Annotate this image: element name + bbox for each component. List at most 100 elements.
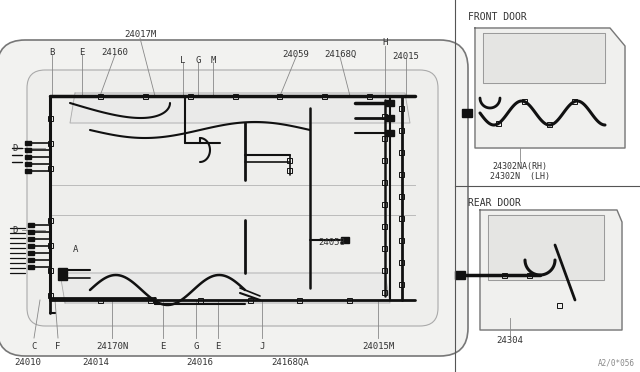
- Bar: [188, 93, 193, 99]
- FancyBboxPatch shape: [27, 70, 438, 326]
- Text: 24304: 24304: [497, 336, 524, 345]
- Bar: [47, 218, 52, 222]
- Bar: [383, 180, 387, 185]
- Bar: [399, 128, 404, 132]
- Bar: [557, 302, 563, 308]
- Bar: [399, 237, 404, 243]
- Bar: [383, 267, 387, 273]
- Bar: [547, 122, 552, 128]
- Bar: [386, 115, 394, 121]
- Polygon shape: [488, 215, 604, 280]
- Text: 24160: 24160: [102, 48, 129, 57]
- Bar: [399, 282, 404, 286]
- Bar: [147, 298, 152, 302]
- Bar: [572, 99, 577, 104]
- Bar: [383, 289, 387, 295]
- Bar: [399, 260, 404, 264]
- Text: 24010: 24010: [15, 358, 42, 367]
- Bar: [47, 115, 52, 121]
- Text: FRONT DOOR: FRONT DOOR: [468, 12, 527, 22]
- Text: B: B: [49, 48, 54, 57]
- Bar: [47, 292, 52, 298]
- Text: E: E: [215, 342, 221, 351]
- Bar: [455, 271, 465, 279]
- Text: 24017M: 24017M: [124, 30, 156, 39]
- Bar: [25, 141, 31, 145]
- Bar: [399, 106, 404, 110]
- Bar: [287, 167, 292, 173]
- Polygon shape: [475, 28, 625, 148]
- Text: 24016: 24016: [187, 358, 213, 367]
- Bar: [348, 298, 353, 302]
- Text: G: G: [193, 342, 198, 351]
- Bar: [28, 237, 34, 241]
- Text: 24059: 24059: [283, 50, 309, 59]
- Text: H: H: [382, 38, 388, 47]
- Text: 24058: 24058: [319, 238, 346, 247]
- Bar: [47, 243, 52, 247]
- Polygon shape: [70, 93, 410, 123]
- Polygon shape: [483, 33, 605, 83]
- Bar: [198, 298, 202, 302]
- Bar: [248, 298, 253, 302]
- Text: 24168Q: 24168Q: [324, 50, 356, 59]
- Bar: [383, 135, 387, 141]
- Bar: [399, 171, 404, 176]
- Text: L: L: [180, 56, 186, 65]
- Bar: [143, 93, 147, 99]
- Bar: [25, 148, 31, 152]
- Text: 24015M: 24015M: [362, 342, 394, 351]
- Bar: [383, 157, 387, 163]
- Text: A: A: [74, 245, 79, 254]
- Bar: [47, 141, 52, 145]
- Text: E: E: [160, 342, 166, 351]
- Bar: [383, 202, 387, 206]
- Bar: [28, 230, 34, 234]
- Bar: [386, 100, 394, 106]
- Polygon shape: [60, 273, 390, 303]
- Text: 24302NA(RH)
24302N  (LH): 24302NA(RH) 24302N (LH): [490, 162, 550, 182]
- Bar: [232, 93, 237, 99]
- Text: J: J: [259, 342, 265, 351]
- Bar: [58, 268, 67, 280]
- Bar: [28, 258, 34, 262]
- Bar: [25, 155, 31, 159]
- Bar: [522, 99, 527, 104]
- Bar: [367, 93, 372, 99]
- Text: REAR DOOR: REAR DOOR: [468, 198, 521, 208]
- Bar: [28, 265, 34, 269]
- Bar: [278, 93, 282, 99]
- FancyBboxPatch shape: [0, 40, 468, 356]
- Bar: [25, 162, 31, 166]
- Polygon shape: [480, 210, 622, 330]
- Text: C: C: [31, 342, 36, 351]
- Bar: [386, 130, 394, 136]
- Bar: [47, 166, 52, 170]
- Bar: [497, 121, 501, 126]
- Text: 24170N: 24170N: [96, 342, 128, 351]
- Bar: [527, 273, 532, 278]
- Text: D: D: [13, 225, 18, 234]
- Bar: [383, 246, 387, 250]
- Bar: [383, 224, 387, 228]
- Text: 24014: 24014: [83, 358, 109, 367]
- Text: 24168QA: 24168QA: [271, 358, 309, 367]
- Text: G: G: [195, 56, 201, 65]
- Bar: [97, 298, 102, 302]
- Bar: [462, 109, 472, 117]
- Bar: [25, 169, 31, 173]
- Bar: [28, 244, 34, 248]
- Text: 24015: 24015: [392, 52, 419, 61]
- Text: D: D: [13, 144, 18, 153]
- Text: A2/0*056: A2/0*056: [598, 359, 635, 368]
- Bar: [47, 267, 52, 273]
- Text: F: F: [55, 342, 61, 351]
- Bar: [298, 298, 303, 302]
- Bar: [399, 215, 404, 221]
- Text: M: M: [211, 56, 216, 65]
- Bar: [28, 251, 34, 255]
- Text: E: E: [79, 48, 84, 57]
- Bar: [502, 273, 508, 278]
- Bar: [28, 223, 34, 227]
- Bar: [399, 150, 404, 154]
